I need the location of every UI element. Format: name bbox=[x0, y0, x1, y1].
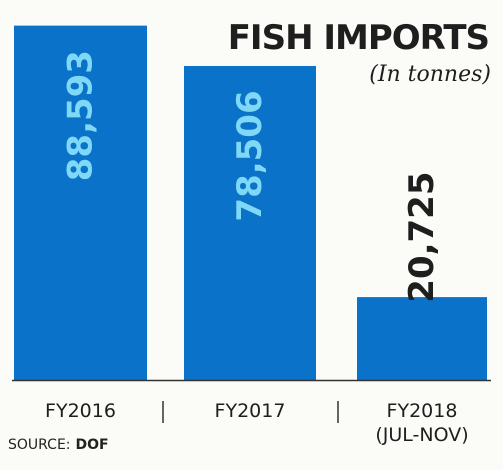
value-labels-group: 88,593 78,506 20,725 bbox=[61, 50, 443, 303]
x-axis-ticks bbox=[162, 401, 339, 423]
chart-subtitle: (In tonnes) bbox=[369, 62, 491, 87]
category-label-0: FY2016 bbox=[45, 400, 116, 422]
bar-2 bbox=[357, 297, 487, 380]
bar-0 bbox=[14, 25, 147, 381]
source-note: SOURCE: DOF bbox=[8, 437, 109, 453]
category-label-2: FY2018 bbox=[387, 400, 458, 422]
category-label-1: FY2017 bbox=[215, 400, 286, 422]
bar-1 bbox=[184, 65, 316, 380]
value-label-0: 88,593 bbox=[61, 50, 101, 181]
value-label-2: 20,725 bbox=[402, 171, 442, 302]
source-label: SOURCE: bbox=[8, 437, 71, 453]
category-labels-group: FY2016 FY2017 FY2018(JUL-NOV) bbox=[45, 400, 469, 446]
source-value: DOF bbox=[75, 437, 109, 453]
value-label-1: 78,506 bbox=[230, 90, 270, 221]
category-label-2-line2: (JUL-NOV) bbox=[375, 424, 468, 446]
chart-title: FISH IMPORTS bbox=[227, 18, 490, 58]
bars-group bbox=[14, 25, 487, 381]
